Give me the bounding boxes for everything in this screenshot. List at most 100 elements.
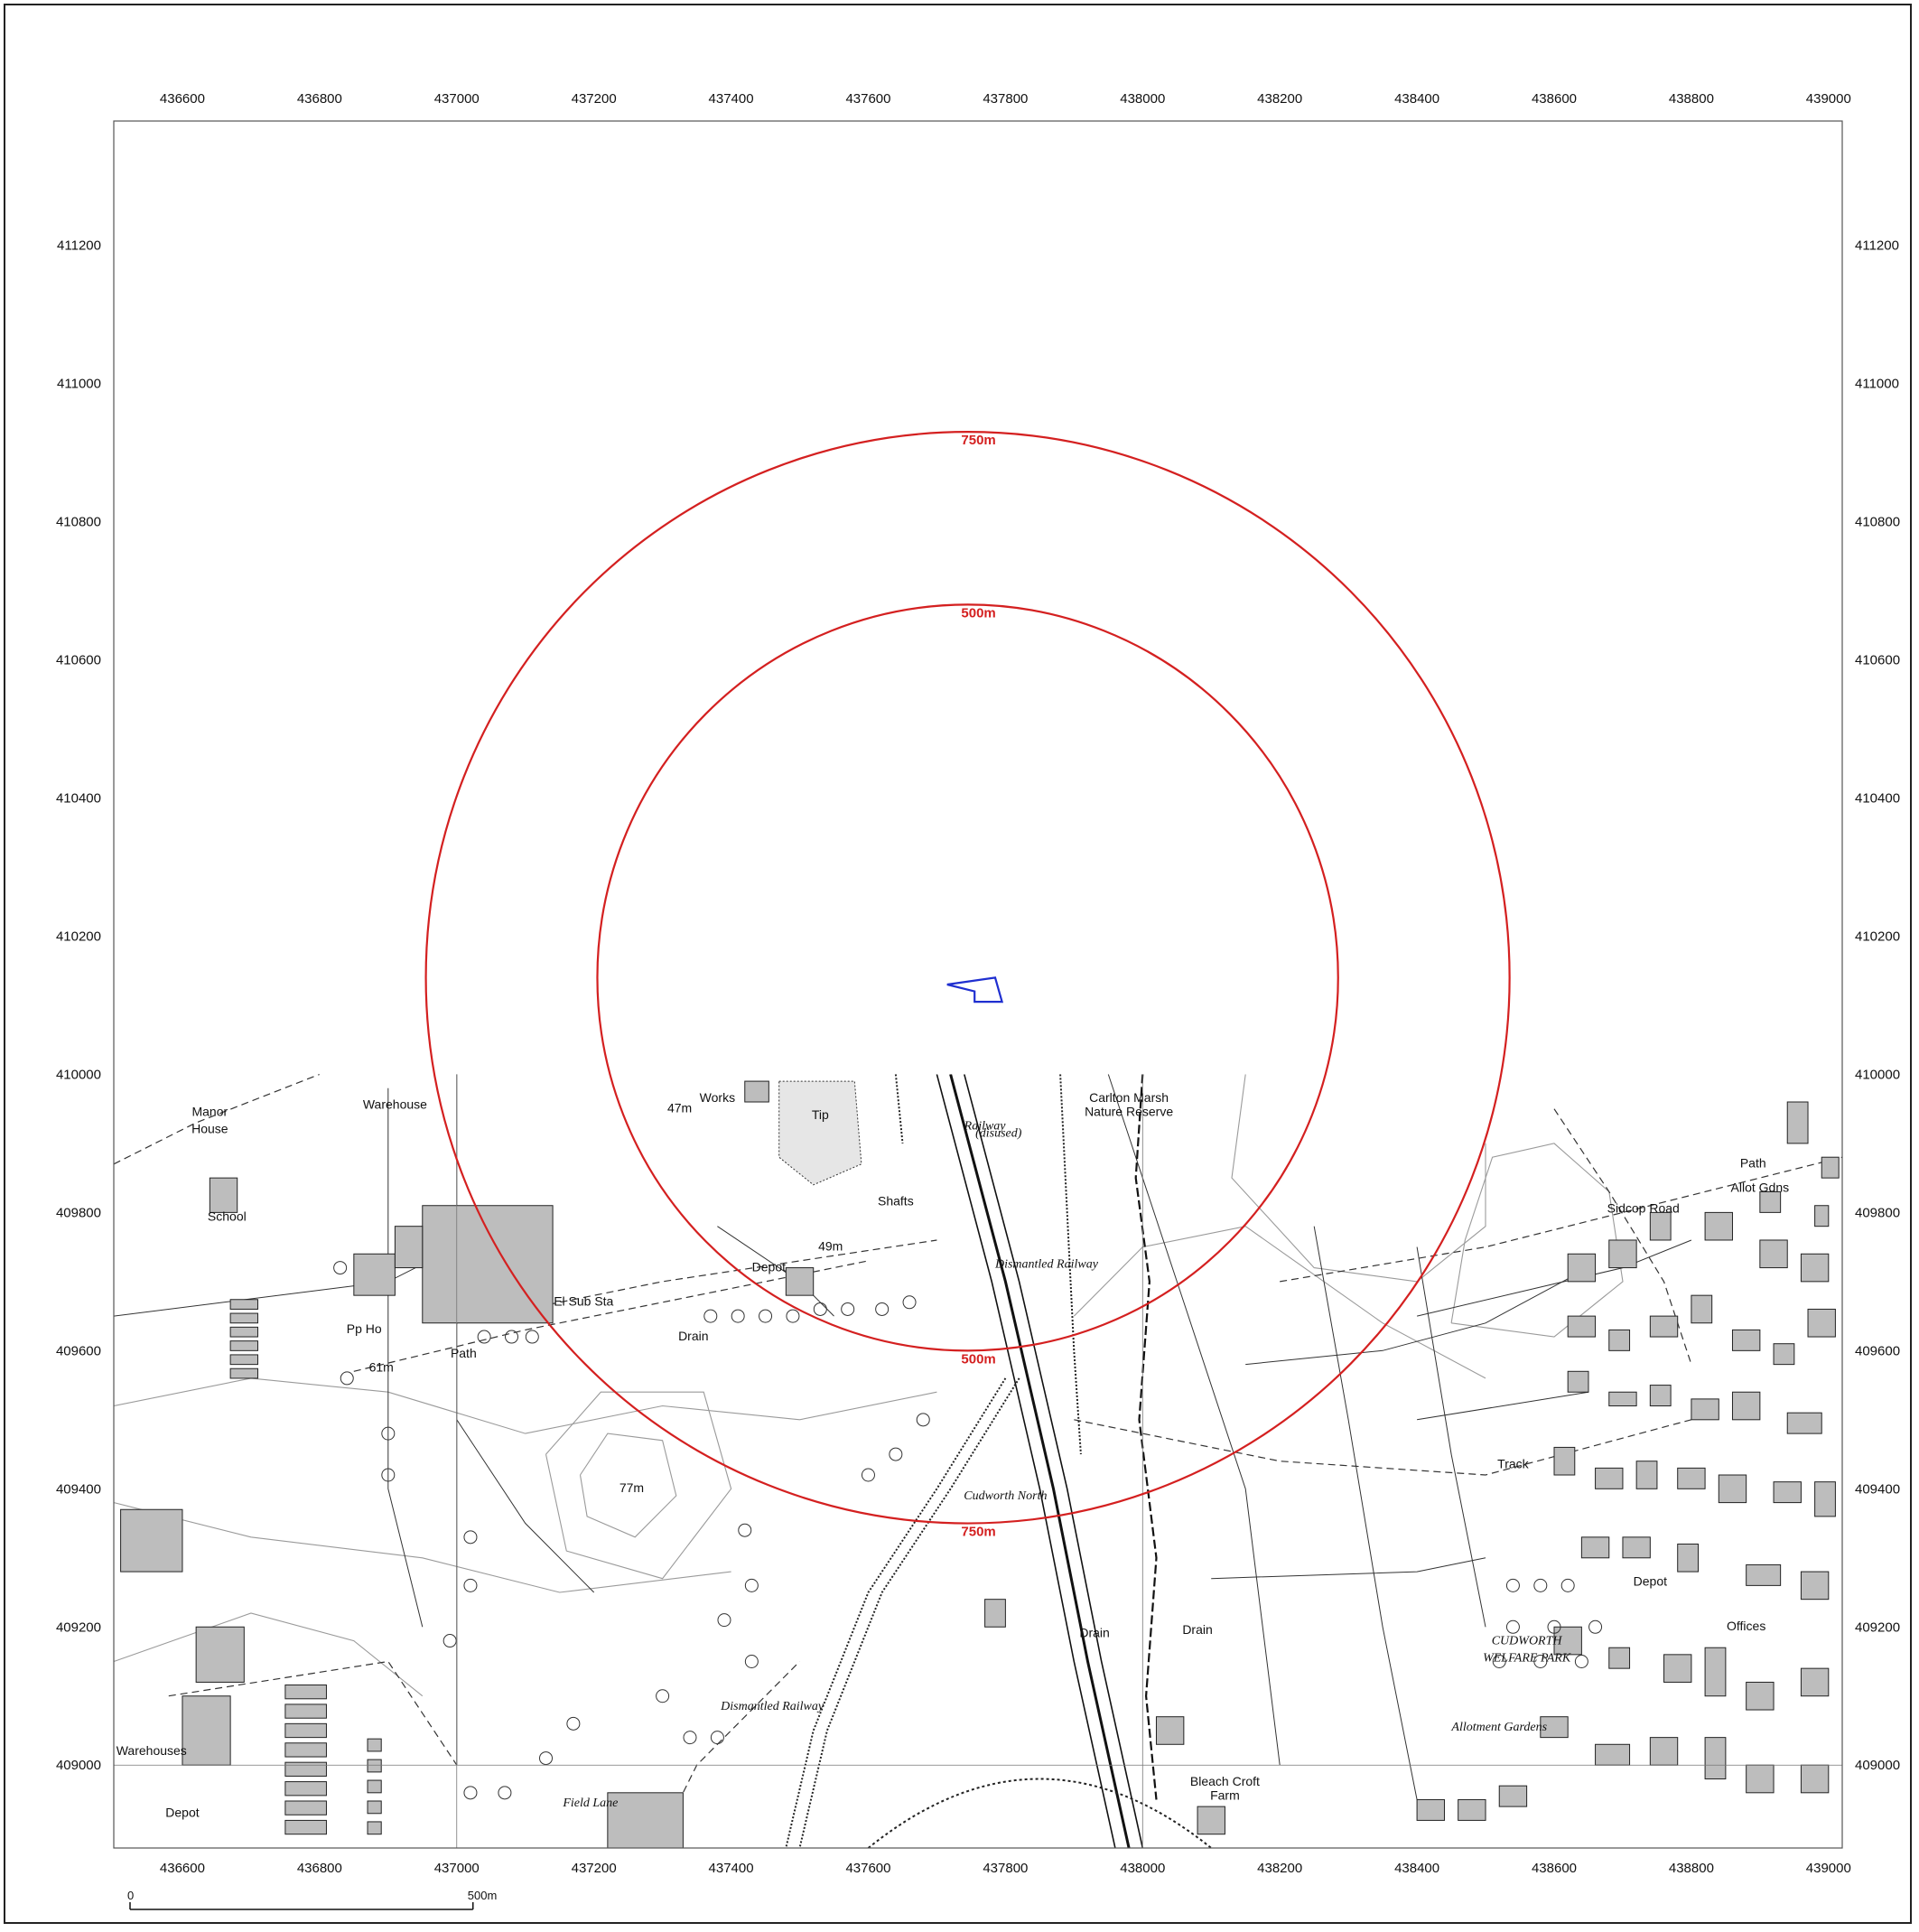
feature-label: WELFARE PARK [1483,1652,1571,1666]
contour-line [114,1502,731,1593]
map-labels: Manor House School Warehouse Works Tip Carlton… [116,1090,1789,1820]
tree-symbol [333,1261,348,1275]
y-tick-label-right: 410600 [1855,653,1900,668]
place-label: Depot [1634,1573,1667,1588]
tree-symbol [1574,1655,1588,1669]
tree-symbol [525,1330,539,1344]
railway-curve [867,1778,1212,1848]
tree-symbol [759,1309,773,1323]
tree-symbol [841,1302,855,1316]
feature-label: Railway [964,1120,1007,1134]
feature-label: Dismantled Railway [720,1700,824,1713]
x-tick-label-bottom: 438000 [1120,1861,1165,1876]
field-boundary [1107,1074,1281,1766]
place-label: Path [451,1346,477,1360]
building [1595,1743,1631,1766]
x-tick-label-top: 437600 [845,91,890,107]
place-label: Depot [752,1259,786,1274]
building [1567,1370,1589,1393]
building [1155,1716,1185,1745]
y-tick-label-left: 409400 [56,1481,101,1497]
warehouse-building [182,1695,231,1766]
buffer-label-500m: 500m [961,1351,995,1367]
tree-symbol [710,1731,724,1745]
drain-line [1245,1267,1589,1366]
buffer-ring-500m [596,603,1339,1352]
x-tick-label-top: 437800 [983,91,1028,107]
building [353,1253,396,1296]
tree-symbol [505,1330,519,1344]
place-label: Nature Reserve [1085,1104,1173,1118]
building [1416,1798,1445,1821]
building [284,1703,327,1719]
building [1595,1467,1624,1489]
field-boundary [1416,1246,1486,1628]
place-label: Carlton Marsh [1089,1090,1169,1105]
place-label: Farm [1210,1787,1240,1802]
building [1649,1315,1679,1338]
building [394,1226,424,1269]
farm-building [1197,1806,1225,1835]
place-label: 77m [619,1480,644,1495]
building [229,1367,259,1379]
tree-symbol [738,1523,752,1537]
place-label: 61m [369,1359,394,1374]
field-boundary [456,1419,595,1593]
tree-symbol [703,1309,718,1323]
building [1580,1536,1610,1559]
dismantled-railway [1059,1074,1082,1455]
tree-symbol [566,1716,581,1731]
tree-symbol [381,1468,396,1482]
place-label: Drain [678,1329,708,1343]
building [367,1738,382,1752]
path-track [168,1660,458,1766]
axis-left-labels: 409000 409200 409400 409600 409800 410000 4102… [56,238,101,1774]
building [1731,1329,1761,1351]
x-tick-label-bottom: 436600 [160,1861,205,1876]
tree-symbol [861,1468,875,1482]
tree-symbol [463,1578,478,1592]
building [229,1299,259,1310]
scale-bar: 0 500m [127,1889,497,1910]
building [1608,1391,1637,1407]
x-tick-label-bottom: 438400 [1394,1861,1439,1876]
tree-symbol [813,1302,827,1316]
feature-label: Dismantled Railway [994,1258,1099,1272]
y-tick-label-right: 411000 [1855,377,1899,392]
place-label: Offices [1727,1619,1765,1633]
building [284,1819,327,1835]
place-label: House [191,1121,228,1135]
tree-symbol [1588,1619,1603,1634]
map-frame [113,120,1843,1849]
y-tick-label-left: 409800 [56,1205,101,1220]
tree-symbol [786,1309,800,1323]
tree-symbol [1492,1655,1506,1669]
tree-symbol [717,1613,731,1628]
x-tick-label-bottom: 437400 [709,1861,754,1876]
y-tick-label-left: 411200 [57,238,101,254]
dismantled-railway [894,1074,904,1143]
building [1821,1156,1840,1179]
spot-height-label: 49m [818,1238,843,1253]
building [1814,1205,1830,1227]
tree-symbol [875,1302,890,1316]
x-tick-label-top: 438200 [1257,91,1302,107]
building [1649,1737,1679,1766]
x-tick-label-top: 438800 [1669,91,1714,107]
building [1800,1667,1830,1697]
grid-lines [114,1074,1842,1848]
tree-symbol [477,1330,491,1344]
building [984,1599,1006,1628]
building [1649,1211,1672,1241]
buffer-label-500m: 500m [961,605,995,621]
map-canvas[interactable]: Manor House School Warehouse Works Tip Carlton… [5,5,1910,1922]
x-tick-label-top: 438400 [1394,91,1439,107]
place-label: Drain [1182,1622,1212,1637]
building [1677,1467,1706,1489]
contour-line [545,1391,732,1580]
building [284,1722,327,1739]
tree-symbol [731,1309,745,1323]
building [1704,1647,1727,1697]
tree-symbol [744,1655,759,1669]
building [1649,1385,1672,1407]
